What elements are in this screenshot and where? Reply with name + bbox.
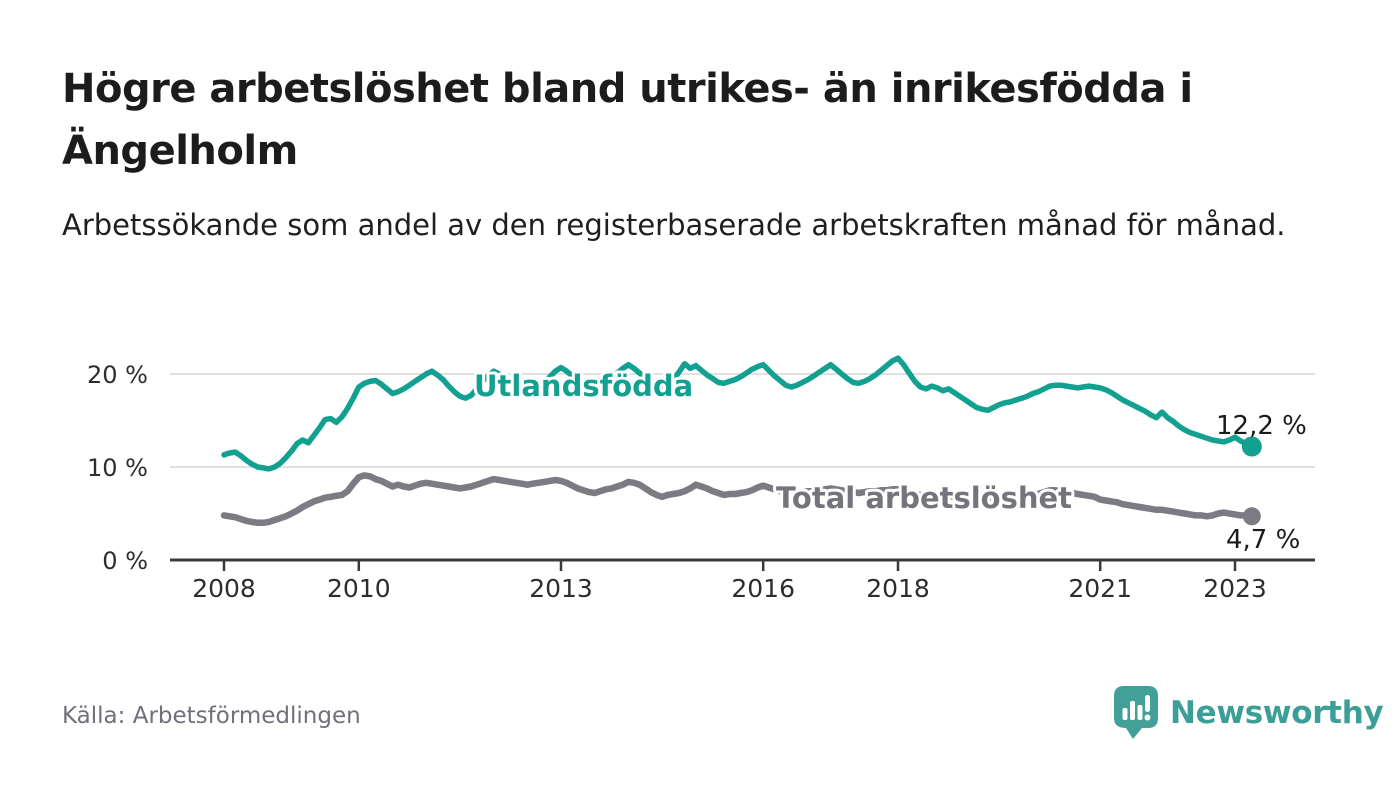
- x-tick-label-2023: 2023: [1203, 574, 1267, 603]
- x-tick-label-2013: 2013: [529, 574, 593, 603]
- bar-2: [1130, 701, 1135, 720]
- x-tick-label-2010: 2010: [327, 574, 391, 603]
- bar-1: [1122, 708, 1128, 720]
- brand-name: Newsworthy: [1170, 695, 1384, 731]
- x-tick-label-2021: 2021: [1068, 574, 1132, 603]
- newsworthy-logo-icon: [1114, 686, 1158, 739]
- series-label-total-arbetsloshet: Total arbetslöshet: [776, 481, 1072, 515]
- y-axis-label-0: 0 %: [102, 547, 148, 575]
- speech-bubble-shape: [1114, 686, 1158, 739]
- series-line-total: [220, 472, 1256, 527]
- y-axis-label-10: 10 %: [87, 454, 148, 482]
- chart-subtitle: Arbetssökande som andel av den registerb…: [62, 208, 1286, 242]
- page-title: Högre arbetslöshet bland utrikes- än inr…: [62, 66, 1193, 174]
- exclamation-bar: [1145, 695, 1150, 712]
- x-tick-label-2018: 2018: [866, 574, 930, 603]
- newsworthy-brand: Newsworthy: [1112, 684, 1384, 742]
- chart-plot-area: 2008 2010 2013 2016 2018 2021 2023: [170, 355, 1315, 603]
- exclamation-dot: [1144, 714, 1151, 721]
- source-attribution: Källa: Arbetsförmedlingen: [62, 703, 361, 729]
- end-value-total: 4,7 %: [1226, 525, 1300, 555]
- x-tick-label-2008: 2008: [192, 574, 256, 603]
- series-end-dot-utlandsfodda: [1241, 436, 1262, 457]
- bar-3: [1137, 705, 1143, 720]
- x-tick-label-2016: 2016: [731, 574, 795, 603]
- y-axis-label-20: 20 %: [87, 361, 148, 389]
- line-chart: 2008 2010 2013 2016 2018 2021 2023 20 % 10 % 0…: [87, 355, 1315, 603]
- end-value-utlandsfodda: 12,2 %: [1216, 411, 1307, 441]
- series-line-utlandsfodda: [221, 355, 1255, 472]
- series-label-utlandsfodda: Utlandsfödda: [474, 369, 693, 403]
- series-end-dot-total: [1242, 507, 1261, 526]
